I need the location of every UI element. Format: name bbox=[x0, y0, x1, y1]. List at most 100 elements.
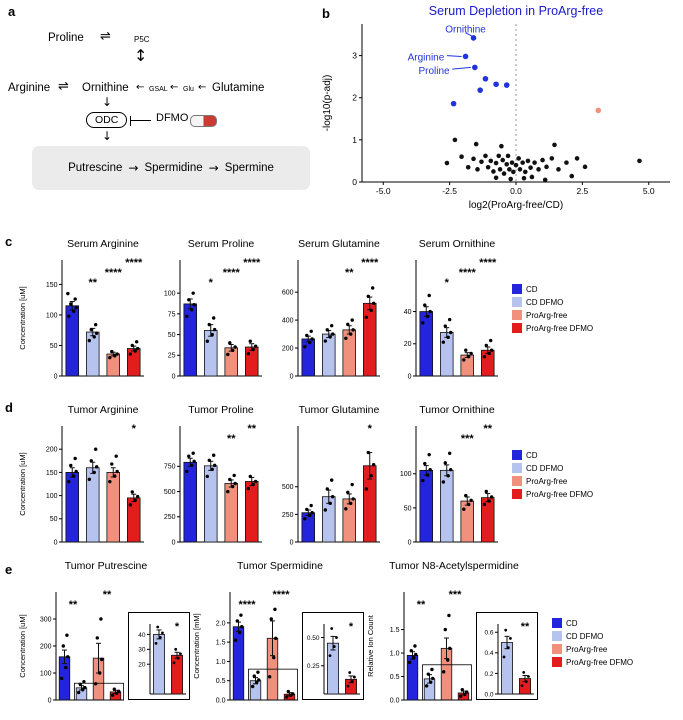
legend-item: CD DFMO bbox=[512, 463, 593, 473]
svg-text:****: **** bbox=[272, 589, 290, 601]
legend-swatch bbox=[512, 323, 522, 333]
svg-text:*: * bbox=[175, 621, 180, 633]
svg-text:300: 300 bbox=[40, 616, 52, 623]
tumor-putrescine-inset: 20 30 40 * bbox=[128, 612, 190, 705]
svg-text:0: 0 bbox=[172, 373, 176, 380]
chart-title: Tumor Spermidine bbox=[237, 560, 323, 572]
svg-text:5.0: 5.0 bbox=[643, 186, 655, 196]
legend-item: CD bbox=[512, 450, 593, 460]
tumor-spermidine-cell: Tumor Spermidine 0.0 0.5 1.0 1.5 2.0 Concentr… bbox=[190, 560, 364, 715]
legend-swatch bbox=[512, 310, 522, 320]
node-ornithine: Ornithine bbox=[82, 82, 129, 94]
tumor-n8-acetylspermidine-cell: Tumor N8-Acetylspermidine 0.0 0.5 1.0 1.5 Re… bbox=[364, 560, 538, 715]
node-glutamine: Glutamine bbox=[212, 82, 265, 94]
node-gsal: GSAL bbox=[149, 86, 168, 93]
svg-text:750: 750 bbox=[164, 464, 176, 471]
tumor-glutamine-chart: Tumor Glutamine 0 250 500 * bbox=[266, 402, 384, 557]
svg-text:50: 50 bbox=[404, 505, 412, 512]
chart-title: Tumor N8-Acetylspermidine bbox=[389, 560, 519, 572]
legend-swatch bbox=[512, 476, 522, 486]
serum-proline-chart: Serum Proline 0 25 50 75 100 * **** **** bbox=[148, 236, 266, 391]
svg-text:Proline: Proline bbox=[418, 66, 450, 77]
svg-text:100: 100 bbox=[40, 670, 52, 677]
svg-text:500: 500 bbox=[164, 489, 176, 496]
svg-text:*: * bbox=[209, 277, 214, 289]
svg-text:****: **** bbox=[105, 267, 123, 279]
tumor-n8-acetylspermidine-chart: 0.0 0.5 1.0 1.5 Relative Ion Count ** *** bbox=[364, 574, 476, 715]
svg-text:Concentration [uM]: Concentration [uM] bbox=[18, 614, 27, 677]
svg-text:100: 100 bbox=[46, 493, 58, 500]
panel-label-d: d bbox=[5, 400, 13, 415]
svg-text:0: 0 bbox=[172, 539, 176, 546]
svg-text:600: 600 bbox=[282, 290, 294, 297]
svg-text:2.5: 2.5 bbox=[576, 186, 588, 196]
dfmo-pill-icon bbox=[190, 115, 217, 127]
legend-label: CD DFMO bbox=[566, 631, 604, 641]
serum-glutamine-chart: Serum Glutamine 0 200 400 600 ** **** bbox=[266, 236, 384, 391]
svg-text:**: ** bbox=[417, 599, 426, 611]
svg-text:-2.5: -2.5 bbox=[442, 186, 457, 196]
node-putrescine: Putrescine bbox=[68, 162, 123, 174]
pathway-diagram: Proline ⇌ P5C ↕ Arginine ⇌ Ornithine ← G… bbox=[8, 6, 320, 196]
legend-item: CD DFMO bbox=[512, 297, 593, 307]
serum-arginine-chart: Serum Arginine 0 50 100 150 Concentration [uM… bbox=[16, 236, 148, 391]
svg-text:1.5: 1.5 bbox=[390, 627, 400, 634]
svg-text:**: ** bbox=[247, 423, 256, 435]
svg-text:1.5: 1.5 bbox=[216, 640, 226, 647]
down-arrow-icon: ↓ bbox=[102, 95, 113, 109]
svg-text:Tumor Arginine: Tumor Arginine bbox=[68, 404, 139, 416]
svg-text:0.0: 0.0 bbox=[216, 697, 226, 704]
svg-text:3: 3 bbox=[352, 51, 357, 61]
left-arrow-icon: ← bbox=[198, 82, 207, 93]
tumor-n8-acetylspermidine-inset: 0.0 0.2 0.4 0.6 ** bbox=[476, 612, 538, 705]
svg-text:Concentration [uM]: Concentration [uM] bbox=[18, 452, 27, 515]
svg-text:Relative Ion Count: Relative Ion Count bbox=[366, 614, 375, 677]
svg-text:Ornithine: Ornithine bbox=[445, 24, 486, 35]
updown-arrow-icon: ↕ bbox=[134, 46, 148, 65]
svg-text:50: 50 bbox=[50, 343, 58, 350]
legend-swatch bbox=[552, 631, 562, 641]
legend-item: CD bbox=[512, 284, 593, 294]
legend-label: ProArg-free bbox=[526, 476, 568, 486]
svg-text:1: 1 bbox=[352, 135, 357, 145]
svg-text:Concentration [uM]: Concentration [uM] bbox=[18, 286, 27, 349]
harpoons-icon: ⇌ bbox=[58, 79, 69, 94]
tumor-spermidine-inset: 0.25 0.50 * bbox=[302, 612, 364, 705]
svg-text:0.0: 0.0 bbox=[510, 186, 522, 196]
svg-text:150: 150 bbox=[46, 282, 58, 289]
legend-swatch bbox=[552, 644, 562, 654]
svg-text:-log10(p-adj): -log10(p-adj) bbox=[322, 75, 333, 132]
panel-label-c: c bbox=[5, 234, 13, 249]
tumor-ornithine-chart: Tumor Ornithine 0 50 100 *** ** bbox=[384, 402, 502, 557]
node-p5c: P5C bbox=[134, 35, 150, 44]
svg-text:400: 400 bbox=[282, 317, 294, 324]
serum-ornithine-chart: Serum Ornithine 0 20 40 * **** **** bbox=[384, 236, 502, 391]
legend-swatch bbox=[512, 463, 522, 473]
svg-text:**: ** bbox=[103, 589, 112, 601]
svg-text:40: 40 bbox=[138, 632, 146, 639]
down-arrow-icon: ↓ bbox=[102, 129, 113, 143]
svg-text:250: 250 bbox=[164, 514, 176, 521]
polyamine-box: Putrescine → Spermidine → Spermine bbox=[32, 146, 310, 190]
svg-text:****: **** bbox=[238, 599, 256, 611]
legend-label: ProArg-free bbox=[566, 644, 608, 654]
tumor-spermidine-chart: 0.0 0.5 1.0 1.5 2.0 Concentration [mM] **** ***… bbox=[190, 574, 302, 715]
legend-label: ProArg-free DFMO bbox=[526, 323, 594, 333]
svg-text:0.0: 0.0 bbox=[484, 691, 493, 698]
svg-text:30: 30 bbox=[138, 647, 146, 654]
node-spermidine: Spermidine bbox=[144, 162, 203, 174]
legend-item: ProArg-free DFMO bbox=[552, 657, 633, 667]
legend-label: CD bbox=[566, 618, 578, 628]
svg-text:**: ** bbox=[88, 277, 97, 289]
legend-swatch bbox=[512, 297, 522, 307]
node-spermine: Spermine bbox=[224, 162, 274, 174]
legend: CD CD DFMO ProArg-free ProArg-free DFMO bbox=[512, 284, 593, 333]
svg-text:0: 0 bbox=[290, 539, 294, 546]
svg-text:*: * bbox=[445, 277, 450, 289]
svg-text:40: 40 bbox=[404, 309, 412, 316]
legend-swatch bbox=[552, 657, 562, 667]
left-arrow-icon: ← bbox=[170, 82, 179, 93]
legend-label: ProArg-free bbox=[526, 310, 568, 320]
svg-text:0.0: 0.0 bbox=[390, 697, 400, 704]
svg-text:100: 100 bbox=[46, 312, 58, 319]
